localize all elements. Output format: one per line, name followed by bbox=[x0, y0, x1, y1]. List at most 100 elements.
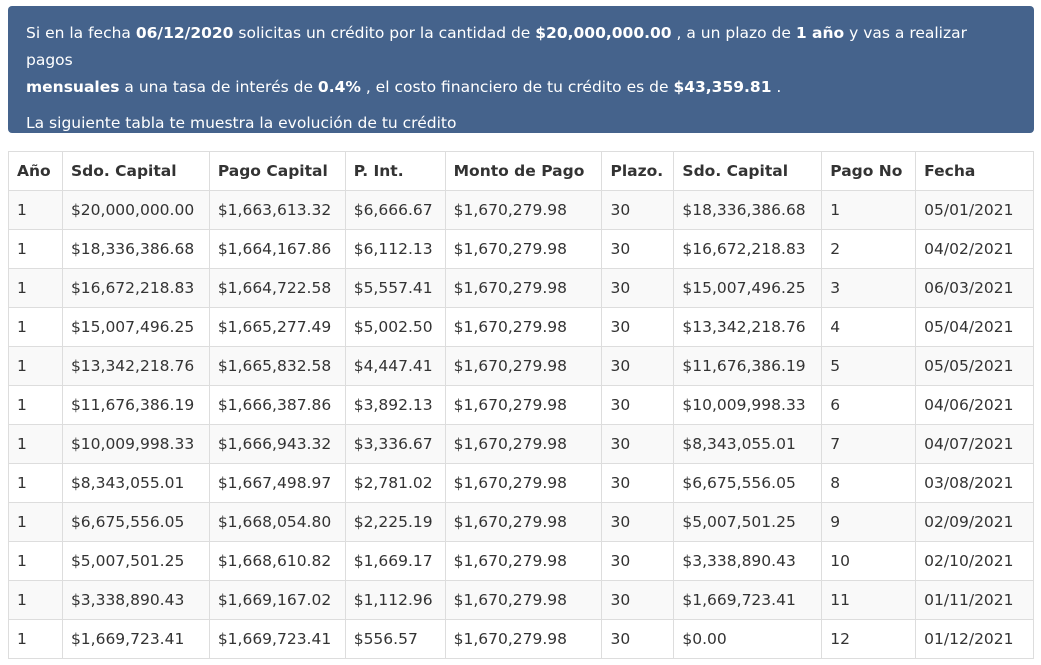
cell-fecha: 04/06/2021 bbox=[915, 385, 1034, 425]
credit-summary-banner: Si en la fecha 06/12/2020 solicitas un c… bbox=[8, 6, 1034, 133]
cell-saldo-capital-final: $18,336,386.68 bbox=[673, 190, 823, 230]
cell-saldo-capital-final: $15,007,496.25 bbox=[673, 268, 823, 308]
cell-pago-no: 1 bbox=[821, 190, 917, 230]
cell-pago-capital: $1,666,387.86 bbox=[208, 385, 346, 425]
cell-saldo-capital-final: $8,343,055.01 bbox=[673, 424, 823, 464]
cell-pago-capital: $1,663,613.32 bbox=[208, 190, 346, 230]
cell-pago-interes: $2,225.19 bbox=[344, 502, 446, 542]
cell-plazo: 30 bbox=[601, 268, 675, 308]
table-row: 1 $13,342,218.76 $1,665,832.58 $4,447.41 $1,… bbox=[8, 346, 1034, 386]
cell-pago-no: 10 bbox=[821, 541, 917, 581]
cell-pago-capital: $1,669,723.41 bbox=[208, 619, 346, 659]
cell-monto-de-pago: $1,670,279.98 bbox=[444, 190, 603, 230]
cell-monto-de-pago: $1,670,279.98 bbox=[444, 307, 603, 347]
cell-pago-no: 4 bbox=[821, 307, 917, 347]
table-row: 1 $15,007,496.25 $1,665,277.49 $5,002.50 $1,… bbox=[8, 307, 1034, 347]
cell-saldo-capital-final: $16,672,218.83 bbox=[673, 229, 823, 269]
cell-saldo-capital-inicial: $11,676,386.19 bbox=[61, 385, 210, 425]
amortization-table: Año Sdo. Capital Pago Capital P. Int. Mo… bbox=[8, 151, 1034, 659]
loan-date: 06/12/2020 bbox=[135, 24, 234, 42]
summary-text-3: , a un plazo de bbox=[671, 24, 796, 42]
table-header: Año Sdo. Capital Pago Capital P. Int. Mo… bbox=[8, 151, 1034, 191]
cell-plazo: 30 bbox=[601, 229, 675, 269]
cell-fecha: 04/02/2021 bbox=[915, 229, 1034, 269]
cell-plazo: 30 bbox=[601, 190, 675, 230]
cell-saldo-capital-inicial: $6,675,556.05 bbox=[61, 502, 210, 542]
cell-plazo: 30 bbox=[601, 346, 675, 386]
cell-saldo-capital-inicial: $3,338,890.43 bbox=[61, 580, 210, 620]
cell-pago-interes: $6,666.67 bbox=[344, 190, 446, 230]
cell-fecha: 06/03/2021 bbox=[915, 268, 1034, 308]
cell-fecha: 01/11/2021 bbox=[915, 580, 1034, 620]
cell-monto-de-pago: $1,670,279.98 bbox=[444, 385, 603, 425]
cell-pago-interes: $5,002.50 bbox=[344, 307, 446, 347]
summary-text-1: Si en la fecha bbox=[26, 24, 136, 42]
cell-pago-no: 12 bbox=[821, 619, 917, 659]
header-saldo-capital-final: Sdo. Capital bbox=[673, 151, 823, 191]
cell-pago-no: 2 bbox=[821, 229, 917, 269]
cell-pago-capital: $1,666,943.32 bbox=[208, 424, 346, 464]
cell-anio: 1 bbox=[8, 424, 63, 464]
cell-anio: 1 bbox=[8, 541, 63, 581]
cell-fecha: 04/07/2021 bbox=[915, 424, 1034, 464]
cell-plazo: 30 bbox=[601, 385, 675, 425]
header-row: Año Sdo. Capital Pago Capital P. Int. Mo… bbox=[8, 151, 1034, 191]
cell-fecha: 02/09/2021 bbox=[915, 502, 1034, 542]
summary-text-6: , el costo financiero de tu crédito es d… bbox=[360, 78, 674, 96]
cell-monto-de-pago: $1,670,279.98 bbox=[444, 541, 603, 581]
cell-anio: 1 bbox=[8, 346, 63, 386]
cell-saldo-capital-final: $3,338,890.43 bbox=[673, 541, 823, 581]
payment-frequency: mensuales bbox=[26, 78, 120, 96]
cell-pago-interes: $1,669.17 bbox=[344, 541, 446, 581]
cell-pago-no: 3 bbox=[821, 268, 917, 308]
cell-anio: 1 bbox=[8, 190, 63, 230]
cell-saldo-capital-inicial: $10,009,998.33 bbox=[61, 424, 210, 464]
cell-anio: 1 bbox=[8, 502, 63, 542]
cell-saldo-capital-inicial: $20,000,000.00 bbox=[61, 190, 210, 230]
cell-saldo-capital-final: $0.00 bbox=[673, 619, 823, 659]
cell-pago-interes: $6,112.13 bbox=[344, 229, 446, 269]
summary-text-2: solicitas un crédito por la cantidad de bbox=[233, 24, 536, 42]
cell-pago-no: 6 bbox=[821, 385, 917, 425]
cell-pago-interes: $3,892.13 bbox=[344, 385, 446, 425]
header-monto-de-pago: Monto de Pago bbox=[444, 151, 603, 191]
header-fecha: Fecha bbox=[915, 151, 1034, 191]
table-row: 1 $18,336,386.68 $1,664,167.86 $6,112.13 $1,… bbox=[8, 229, 1034, 269]
cell-saldo-capital-inicial: $5,007,501.25 bbox=[61, 541, 210, 581]
cell-monto-de-pago: $1,670,279.98 bbox=[444, 463, 603, 503]
cell-saldo-capital-inicial: $15,007,496.25 bbox=[61, 307, 210, 347]
table-row: 1 $16,672,218.83 $1,664,722.58 $5,557.41 $1,… bbox=[8, 268, 1034, 308]
header-saldo-capital-inicial: Sdo. Capital bbox=[61, 151, 210, 191]
header-plazo: Plazo. bbox=[601, 151, 675, 191]
table-intro-text: La siguiente tabla te muestra la evoluci… bbox=[26, 114, 457, 132]
interest-rate: 0.4% bbox=[317, 78, 361, 96]
cell-pago-capital: $1,664,167.86 bbox=[208, 229, 346, 269]
cell-fecha: 03/08/2021 bbox=[915, 463, 1034, 503]
loan-term: 1 año bbox=[795, 24, 845, 42]
cell-saldo-capital-final: $11,676,386.19 bbox=[673, 346, 823, 386]
cell-anio: 1 bbox=[8, 580, 63, 620]
table-row: 1 $8,343,055.01 $1,667,498.97 $2,781.02 $1,6… bbox=[8, 463, 1034, 503]
header-anio: Año bbox=[8, 151, 63, 191]
cell-saldo-capital-final: $5,007,501.25 bbox=[673, 502, 823, 542]
table-row: 1 $3,338,890.43 $1,669,167.02 $1,112.96 $1,6… bbox=[8, 580, 1034, 620]
cell-anio: 1 bbox=[8, 229, 63, 269]
cell-saldo-capital-inicial: $18,336,386.68 bbox=[61, 229, 210, 269]
cell-pago-no: 5 bbox=[821, 346, 917, 386]
cell-anio: 1 bbox=[8, 619, 63, 659]
summary-text-5: a una tasa de interés de bbox=[119, 78, 318, 96]
cell-pago-capital: $1,669,167.02 bbox=[208, 580, 346, 620]
cell-fecha: 05/05/2021 bbox=[915, 346, 1034, 386]
cell-fecha: 05/01/2021 bbox=[915, 190, 1034, 230]
cell-monto-de-pago: $1,670,279.98 bbox=[444, 580, 603, 620]
cell-pago-no: 9 bbox=[821, 502, 917, 542]
cell-pago-interes: $2,781.02 bbox=[344, 463, 446, 503]
cell-pago-capital: $1,665,832.58 bbox=[208, 346, 346, 386]
table-row: 1 $6,675,556.05 $1,668,054.80 $2,225.19 $1,6… bbox=[8, 502, 1034, 542]
cell-monto-de-pago: $1,670,279.98 bbox=[444, 424, 603, 464]
loan-amount: $20,000,000.00 bbox=[535, 24, 672, 42]
cell-pago-capital: $1,664,722.58 bbox=[208, 268, 346, 308]
cell-pago-interes: $1,112.96 bbox=[344, 580, 446, 620]
cell-saldo-capital-final: $6,675,556.05 bbox=[673, 463, 823, 503]
credit-summary-text: Si en la fecha 06/12/2020 solicitas un c… bbox=[26, 20, 1016, 101]
